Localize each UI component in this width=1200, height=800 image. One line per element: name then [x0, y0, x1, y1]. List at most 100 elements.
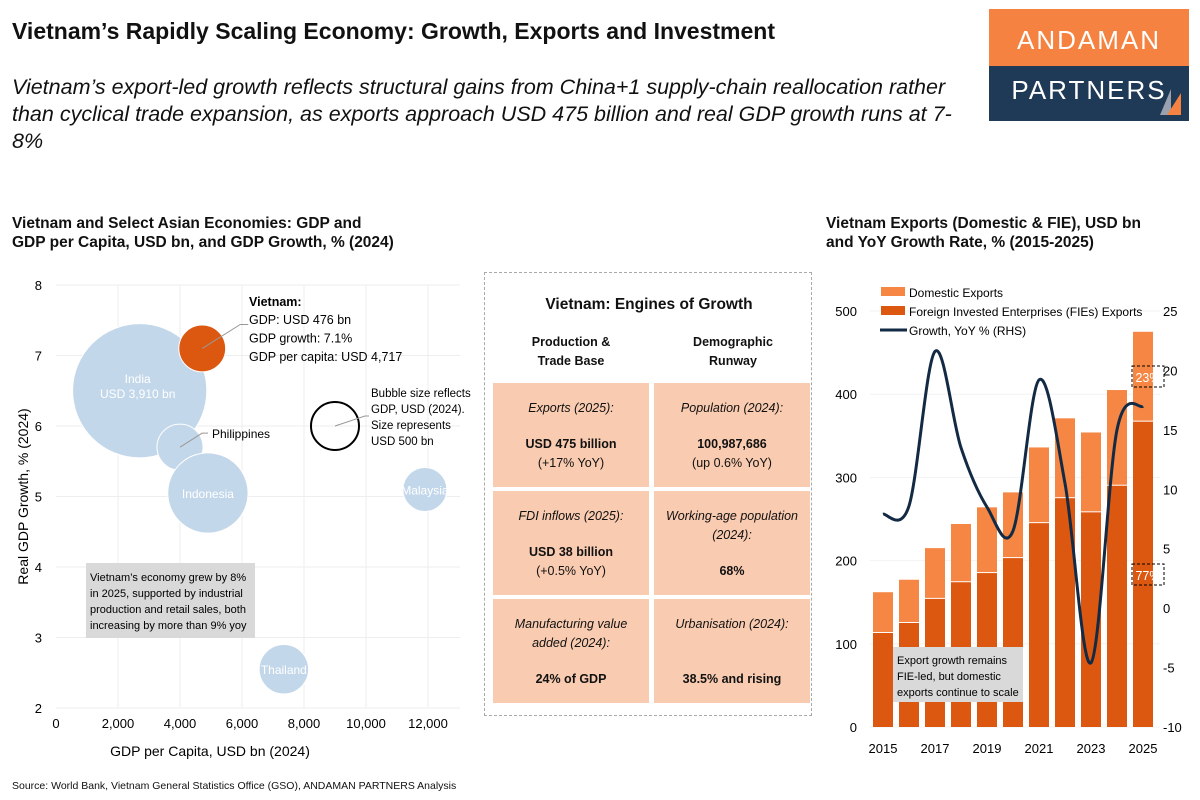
growth-line: [882, 349, 1145, 665]
x-tick-label: 4,000: [164, 716, 197, 731]
y2-tick-label: -10: [1163, 720, 1182, 735]
bubble-label: India: [125, 372, 151, 386]
bar-fie-2023: [1081, 512, 1101, 727]
metric-value: 38.5% and rising: [682, 672, 782, 686]
page-title: Vietnam’s Rapidly Scaling Economy: Growt…: [12, 18, 775, 44]
share-domestic-label: 23%: [1135, 371, 1160, 385]
metric-card: Manufacturing value added (2024): 24% of …: [493, 599, 649, 703]
size-legend-text: USD 500 bn: [371, 436, 434, 448]
y-tick-label: 8: [35, 278, 42, 293]
bubble-label: Malaysia: [401, 483, 449, 497]
metric-value: 100,987,686: [697, 437, 767, 451]
x-tick-label: 2019: [973, 741, 1002, 756]
panel-title: Vietnam: Engines of Growth: [545, 296, 753, 313]
sail-icon: [1160, 89, 1181, 115]
size-legend-text: Size represents: [371, 420, 451, 432]
y-tick-label: 5: [35, 490, 42, 505]
bubble-indonesia: [167, 452, 249, 534]
bubble-label: Indonesia: [182, 487, 234, 501]
legend-label: Foreign Invested Enterprises (FIEs) Expo…: [909, 305, 1142, 319]
bar-fie-2015: [873, 632, 893, 727]
metric-card: Working-age population (2024): 68%: [654, 491, 810, 595]
y2-tick-label: 15: [1163, 423, 1177, 438]
note-text: production and retail sales, both: [90, 604, 246, 616]
bar-domestic-2019: [977, 507, 997, 573]
vietnam-callout-line: GDP: USD 476 bn: [249, 313, 351, 327]
bar-domestic-2015: [873, 592, 893, 632]
y-tick-label: 400: [835, 387, 857, 402]
size-legend-text: Bubble size reflects: [371, 388, 471, 400]
legend-swatch-fie: [881, 306, 905, 315]
leader-line: [201, 323, 249, 349]
y2-tick-label: 20: [1163, 363, 1177, 378]
share-domestic-box: [1131, 365, 1165, 388]
bubble-chart: 2 3 4 5 6 7 8 0 2,000 4,000 6,000 8,000 10,000 12,000…: [15, 278, 471, 759]
note-text: Export growth remains: [897, 655, 1008, 667]
source-note: Source: World Bank, Vietnam General Stat…: [12, 780, 457, 792]
note-text: increasing by more than 9% yoy: [90, 620, 247, 632]
vietnam-callout-line: GDP per capita: USD 4,717: [249, 350, 402, 364]
bubble-vietnam: [178, 324, 227, 373]
y-tick-label: 6: [35, 419, 42, 434]
metric-label: Working-age population (2024):: [665, 509, 799, 542]
x-tick-label: 2025: [1129, 741, 1158, 756]
page-subtitle: Vietnam’s export-led growth reflects str…: [12, 75, 952, 153]
y2-tick-label: -5: [1163, 661, 1175, 676]
y-tick-label: 500: [835, 304, 857, 319]
legend-label: Domestic Exports: [909, 286, 1003, 300]
x-tick-label: 0: [52, 716, 59, 731]
bar-domestic-2023: [1081, 432, 1101, 512]
metric-label: Population (2024):: [680, 401, 784, 415]
bubble-label: Philippines: [212, 427, 270, 441]
bubble-chart-title: Vietnam and Select Asian Economies: GDP …: [12, 215, 394, 251]
x-axis-label: GDP per Capita, USD bn (2024): [110, 743, 310, 759]
y-tick-label: 3: [35, 631, 42, 646]
logo-line1: ANDAMAN: [989, 9, 1189, 66]
leader-line: [334, 415, 369, 427]
note-box: [893, 647, 1023, 702]
column-header-demographic: Demographic Runway: [693, 335, 773, 368]
metric-value: 68%: [719, 564, 745, 578]
y-tick-label: 100: [835, 637, 857, 652]
y-tick-label: 2: [35, 701, 42, 716]
size-legend-circle: [310, 401, 360, 451]
x-tick-label: 2021: [1025, 741, 1054, 756]
metric-sub: (+0.5% YoY): [536, 564, 606, 578]
bar-domestic-2016: [899, 579, 919, 622]
bar-fie-2024: [1107, 485, 1127, 727]
metric-sub: (up 0.6% YoY): [692, 456, 772, 470]
note-text: FIE-led, but domestic: [897, 671, 1001, 683]
note-text: Vietnam’s economy grew by 8%: [90, 572, 246, 584]
metric-value: USD 475 billion: [525, 437, 617, 451]
x-tick-label: 12,000: [408, 716, 448, 731]
bar-domestic-2018: [951, 523, 971, 582]
legend-swatch-domestic: [881, 287, 905, 296]
bar-domestic-2017: [925, 548, 945, 598]
bar-fie-2021: [1029, 523, 1049, 727]
bubble-malaysia: [402, 466, 448, 512]
bubble-thailand: [258, 644, 310, 695]
y2-tick-label: 5: [1163, 542, 1170, 557]
y-tick-label: 4: [35, 560, 42, 575]
x-tick-label: 2015: [869, 741, 898, 756]
metric-value: 24% of GDP: [535, 672, 607, 686]
metric-sub: (+17% YoY): [537, 456, 605, 470]
y2-tick-label: 10: [1163, 482, 1177, 497]
x-tick-label: 2023: [1077, 741, 1106, 756]
bar-domestic-2022: [1055, 418, 1075, 498]
metric-label: Exports (2025):: [528, 401, 614, 415]
metric-label: Manufacturing value added (2024):: [514, 617, 628, 650]
legend-label: Growth, YoY % (RHS): [909, 324, 1026, 338]
bubble-label: USD 3,910 bn: [100, 387, 175, 401]
y-tick-label: 300: [835, 470, 857, 485]
bubble-india: [72, 323, 208, 459]
metric-card: Population (2024): 100,987,686 (up 0.6% Yo…: [654, 383, 810, 487]
metric-value: USD 38 billion: [528, 545, 614, 559]
y-tick-label: 7: [35, 349, 42, 364]
bar-fie-2022: [1055, 498, 1075, 727]
metric-label: Urbanisation (2024):: [675, 617, 789, 631]
y-tick-label: 0: [850, 720, 857, 735]
metric-card: Urbanisation (2024): 38.5% and rising: [654, 599, 810, 703]
exports-chart-title: Vietnam Exports (Domestic & FIE), USD bn…: [826, 215, 1141, 251]
